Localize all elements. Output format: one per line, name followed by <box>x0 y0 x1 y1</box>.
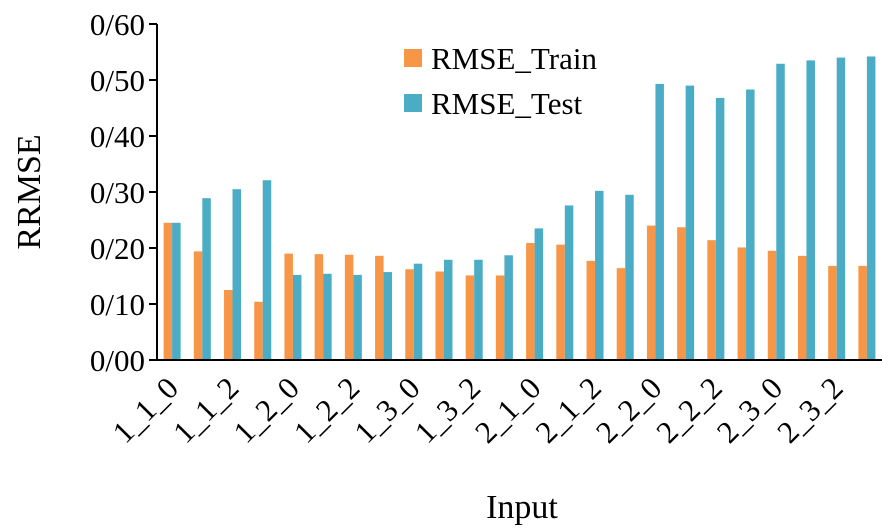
legend: RMSE_Train RMSE_Test <box>404 41 597 121</box>
x-tick-label: 1_3_0 <box>347 370 427 450</box>
bar-rmse-test <box>232 189 242 360</box>
bar-rmse-train <box>254 301 263 360</box>
bar-rmse-test <box>202 198 211 360</box>
bar-rmse-test <box>746 89 755 361</box>
bar-rmse-test <box>353 274 362 360</box>
bar-rmse-test <box>443 259 453 360</box>
x-tick-label: 2_2_0 <box>589 370 669 450</box>
legend-label-test: RMSE_Test <box>431 86 583 121</box>
bar-rmse-train <box>677 227 686 360</box>
bar-rmse-train <box>767 250 777 360</box>
y-tick-label: 0/40 <box>90 119 145 154</box>
y-tick-label: 0/50 <box>90 63 145 98</box>
bars-group <box>163 56 876 361</box>
bar-rmse-test <box>292 274 302 360</box>
bar-rmse-test <box>564 205 574 360</box>
bar-rmse-test <box>474 259 483 360</box>
y-axis-title: RRMSE <box>11 134 48 249</box>
bar-rmse-train <box>737 247 747 360</box>
bar-rmse-train <box>465 275 475 360</box>
bar-rmse-test <box>715 97 725 361</box>
legend-swatch-test <box>404 94 422 112</box>
bar-rmse-train <box>526 242 535 360</box>
x-tick-label: 2_3_0 <box>710 370 790 450</box>
y-axis-ticks: 0/00 0/10 0/20 0/30 0/40 0/50 0/60 <box>90 7 157 378</box>
bar-rmse-train <box>646 225 656 360</box>
x-tick-label: 1_2_0 <box>226 370 306 450</box>
bar-rmse-test <box>685 85 695 360</box>
x-axis-title: Input <box>486 489 558 526</box>
bar-rmse-train <box>797 255 807 360</box>
x-tick-label: 1_3_2 <box>408 370 488 450</box>
bar-rmse-train <box>616 268 626 360</box>
y-tick-label: 0/60 <box>90 7 145 42</box>
bar-rmse-train <box>193 251 203 360</box>
bar-rmse-test <box>776 63 785 360</box>
x-tick-label: 2_1_0 <box>468 370 548 450</box>
y-tick-label: 0/20 <box>90 231 145 266</box>
bar-rmse-train <box>405 269 414 360</box>
bar-rmse-train <box>314 254 324 360</box>
y-tick-label: 0/00 <box>90 343 145 378</box>
bar-rmse-test <box>806 60 815 361</box>
bar-rmse-train <box>495 275 505 360</box>
bar-rmse-test <box>866 56 876 360</box>
x-tick-label: 2_2_2 <box>649 370 729 450</box>
bar-rmse-train <box>586 260 596 360</box>
x-tick-label: 1_1_2 <box>166 370 246 450</box>
x-tick-label: 2_1_2 <box>528 370 608 450</box>
bar-rmse-test <box>836 57 846 360</box>
bar-rmse-test <box>383 272 393 360</box>
legend-label-train: RMSE_Train <box>431 41 597 76</box>
x-tick-label: 1_2_2 <box>287 370 367 450</box>
bar-rmse-test <box>323 273 332 360</box>
y-tick-label: 0/10 <box>90 287 145 322</box>
x-tick-label: 1_1_0 <box>106 370 186 450</box>
bar-rmse-test <box>534 228 544 360</box>
bar-rmse-train <box>556 244 565 360</box>
bar-rmse-train <box>163 222 173 360</box>
bar-rmse-train <box>344 254 354 360</box>
bar-rmse-test <box>625 194 634 360</box>
bar-rmse-test <box>595 190 604 360</box>
x-tick-label: 2_3_2 <box>770 370 850 450</box>
bar-rmse-test <box>504 255 513 360</box>
bar-rmse-train <box>435 271 444 360</box>
bar-rmse-train <box>375 255 384 360</box>
bar-rmse-train <box>284 253 293 360</box>
bar-rmse-train <box>828 265 837 360</box>
bar-rmse-train <box>858 265 867 360</box>
bar-rmse-train <box>224 290 233 360</box>
bar-rmse-test <box>413 263 423 360</box>
bar-rmse-test <box>262 180 272 360</box>
bar-rmse-test <box>655 83 664 361</box>
bar-rmse-test <box>172 222 181 360</box>
x-axis-tick-labels: 1_1_01_1_21_2_01_2_21_3_01_3_22_1_02_1_2… <box>106 370 850 450</box>
bar-rmse-train <box>707 240 716 360</box>
legend-swatch-train <box>404 49 422 67</box>
y-tick-label: 0/30 <box>90 175 145 210</box>
